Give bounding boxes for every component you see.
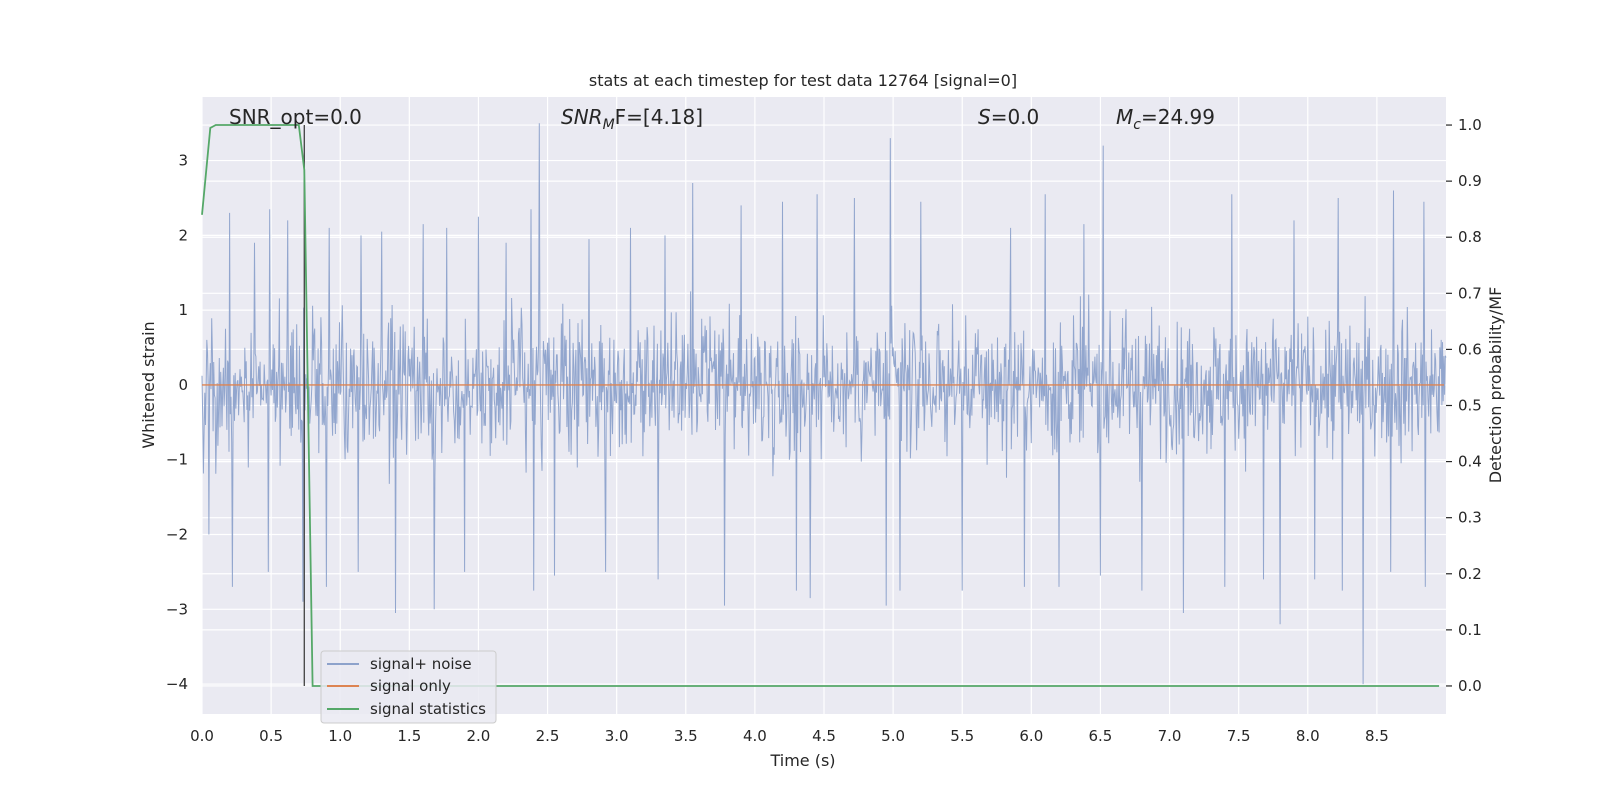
y2-tick-label: 0.4 (1458, 453, 1482, 471)
y2-tick-label: 0.2 (1458, 565, 1482, 583)
snr-opt-annotation: SNR_opt=0.0 (229, 105, 362, 129)
legend: signal+ noise signal only signal statist… (320, 650, 497, 724)
y2-tick-label: 0.0 (1458, 677, 1482, 695)
y2-tick-label: 0.3 (1458, 509, 1482, 527)
y2-tick-label: 0.7 (1458, 284, 1482, 302)
y2-tick-label: 0.1 (1458, 621, 1482, 639)
s-symbol: S (978, 105, 991, 129)
y-tick-label: −1 (166, 451, 188, 469)
mc-base: M (1116, 105, 1133, 129)
snr-mf-sub: M (603, 117, 615, 133)
legend-label-signal: signal only (370, 677, 451, 695)
y2-tick-label: 0.9 (1458, 172, 1482, 190)
x-tick-label: 2.5 (536, 727, 560, 745)
x-tick-label: 0.0 (190, 727, 214, 745)
x-tick-label: 8.0 (1296, 727, 1320, 745)
x-tick-label: 5.5 (950, 727, 974, 745)
signal-noise-series (201, 123, 1447, 685)
y-tick-label: 3 (178, 152, 188, 170)
x-tick-label: 1.0 (328, 727, 352, 745)
y-axis-label: Whitened strain (139, 321, 158, 448)
x-tick-label: 6.5 (1089, 727, 1113, 745)
snr-mf-base: SNR (561, 105, 603, 129)
x-tick-label: 7.0 (1158, 727, 1182, 745)
x-tick-label: 1.5 (397, 727, 421, 745)
y2-tick-label: 0.8 (1458, 228, 1482, 246)
mc-annotation: Mc=24.99 (1116, 105, 1215, 133)
x-tick-label: 3.0 (605, 727, 629, 745)
x-axis-label: Time (s) (769, 751, 835, 770)
x-tick-label: 7.5 (1227, 727, 1251, 745)
legend-label-noise: signal+ noise (370, 655, 472, 673)
snr-mf-rest: F=[4.18] (615, 105, 703, 129)
y2-tick-label: 0.6 (1458, 340, 1482, 358)
x-tick-label: 4.5 (812, 727, 836, 745)
x-tick-label: 2.0 (467, 727, 491, 745)
signal-noise-line (201, 123, 1447, 685)
y-tick-label: −2 (166, 526, 188, 544)
y2-tick-label: 0.5 (1458, 397, 1482, 415)
mc-sub: c (1133, 117, 1141, 133)
legend-label-stats: signal statistics (370, 700, 486, 718)
y-tick-label: 0 (178, 376, 188, 394)
signal-statistics-series (201, 124, 1440, 687)
x-tick-label: 0.5 (259, 727, 283, 745)
s-value: =0.0 (991, 105, 1040, 129)
x-tick-label: 6.0 (1019, 727, 1043, 745)
x-tick-label: 4.0 (743, 727, 767, 745)
y2-axis-ticks: 1.0 0.9 0.8 0.7 0.6 0.5 0.4 0.3 0.2 0.1 0.0 (1446, 116, 1482, 695)
y-tick-label: −3 (166, 600, 188, 618)
y-tick-label: 1 (178, 301, 188, 319)
y2-axis-label: Detection probability/MF (1486, 287, 1505, 484)
chart-title: stats at each timestep for test data 127… (589, 71, 1017, 90)
mc-value: =24.99 (1141, 105, 1215, 129)
x-tick-label: 3.5 (674, 727, 698, 745)
x-axis-ticks: 0.0 0.5 1.0 1.5 2.0 2.5 3.0 3.5 4.0 4.5 5.0 5.5 6.0 6… (190, 727, 1389, 745)
x-tick-label: 5.0 (881, 727, 905, 745)
s-annotation: S=0.0 (978, 105, 1039, 129)
x-tick-label: 8.5 (1365, 727, 1389, 745)
signal-statistics-line (201, 124, 1440, 687)
y-tick-label: −4 (166, 675, 188, 693)
snr-mf-annotation: SNRMF=[4.18] (561, 105, 703, 133)
y-tick-label: 2 (178, 226, 188, 244)
legend-box (320, 650, 497, 724)
y2-tick-label: 1.0 (1458, 116, 1482, 134)
y-axis-ticks: 3 2 1 0 −1 −2 −3 −4 (166, 152, 188, 694)
